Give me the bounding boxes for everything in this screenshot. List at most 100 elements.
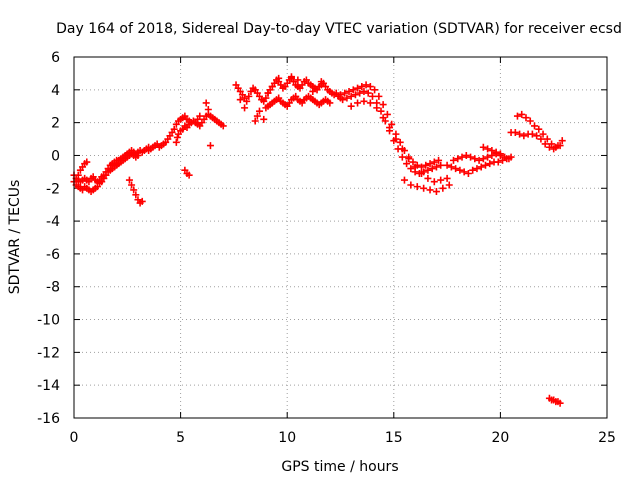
data-point [343, 94, 351, 102]
data-point [243, 97, 251, 105]
data-point [309, 87, 317, 95]
data-point [430, 158, 438, 166]
data-point [430, 178, 438, 186]
data-point [537, 135, 545, 143]
data-point [354, 84, 362, 92]
data-point [317, 78, 325, 86]
data-point [420, 184, 428, 192]
data-point [347, 102, 355, 110]
data-point [486, 160, 494, 168]
y-tick-label: -16 [37, 411, 60, 427]
data-point [452, 165, 460, 173]
data-point [236, 96, 244, 104]
grid-lines [74, 57, 607, 418]
data-point [426, 160, 434, 168]
data-point [501, 153, 509, 161]
data-point [409, 158, 417, 166]
data-point [379, 114, 387, 122]
data-point [386, 124, 394, 132]
data-point [488, 147, 496, 155]
data-point [251, 117, 259, 125]
data-points [70, 73, 566, 407]
y-tick-label: -6 [46, 247, 60, 263]
data-point [132, 191, 140, 199]
data-point [454, 155, 462, 163]
data-point [484, 153, 492, 161]
data-point [398, 153, 406, 161]
data-point [219, 122, 227, 130]
data-point [513, 112, 521, 120]
data-point [373, 104, 381, 112]
x-tick-label: 10 [278, 430, 296, 446]
data-point [445, 181, 453, 189]
data-point [260, 115, 268, 123]
data-point [400, 176, 408, 184]
data-point [505, 155, 513, 163]
data-series [337, 81, 453, 196]
data-point [356, 89, 364, 97]
data-point [526, 117, 534, 125]
data-point [287, 73, 295, 81]
chart-title: Day 164 of 2018, Sidereal Day-to-day VTE… [56, 21, 622, 37]
data-point [422, 161, 430, 169]
data-point [392, 135, 400, 143]
data-point [496, 150, 504, 158]
data-point [74, 171, 82, 179]
data-point [241, 104, 249, 112]
data-point [418, 163, 426, 171]
data-point [552, 143, 560, 151]
data-point [437, 161, 445, 169]
data-point [443, 161, 451, 169]
data-point [366, 99, 374, 107]
data-series [232, 73, 344, 125]
y-tick-label: -2 [46, 181, 60, 197]
data-point [548, 140, 556, 148]
y-tick-label: 6 [51, 50, 60, 66]
data-point [294, 76, 302, 84]
data-point [379, 101, 387, 109]
data-point [471, 155, 479, 163]
y-tick-label: -8 [46, 280, 60, 296]
data-point [558, 137, 566, 145]
data-point [464, 170, 472, 178]
data-point [435, 156, 443, 164]
data-point [275, 74, 283, 82]
data-point [128, 181, 136, 189]
data-point [511, 128, 519, 136]
data-point [354, 99, 362, 107]
data-point [439, 184, 447, 192]
data-point [428, 165, 436, 173]
data-point [174, 130, 182, 138]
data-point [253, 112, 261, 120]
data-point [473, 165, 481, 173]
data-point [377, 107, 385, 115]
data-point [398, 145, 406, 153]
data-point [467, 153, 475, 161]
data-point [407, 165, 415, 173]
data-point [475, 156, 483, 164]
data-point [494, 158, 502, 166]
y-tick-label: 4 [51, 83, 60, 99]
y-tick-label: -12 [37, 345, 60, 361]
data-point [456, 166, 464, 174]
data-point [449, 156, 457, 164]
x-tick-label: 0 [70, 430, 79, 446]
data-point [403, 160, 411, 168]
y-axis-label: SDTVAR / TECUs [7, 180, 23, 295]
data-point [347, 92, 355, 100]
data-point [492, 148, 500, 156]
data-point [443, 174, 451, 182]
data-point [424, 174, 432, 182]
data-point [245, 92, 253, 100]
data-point [447, 163, 455, 171]
data-point [264, 89, 272, 97]
data-point [366, 83, 374, 91]
data-point [411, 163, 419, 171]
data-point [337, 91, 344, 99]
data-point [349, 86, 357, 94]
data-point [535, 125, 543, 133]
data-series [70, 143, 153, 207]
data-point [432, 188, 440, 196]
